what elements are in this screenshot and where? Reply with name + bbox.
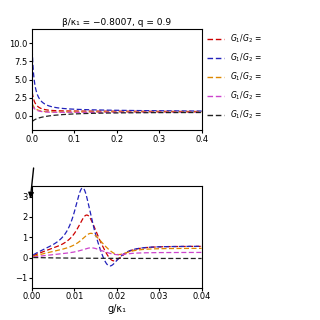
Title: β/κ₁ = −0.8007, q = 0.9: β/κ₁ = −0.8007, q = 0.9 [62, 18, 172, 27]
X-axis label: g/κ₁: g/κ₁ [107, 304, 126, 314]
Legend: $G_1/G_2$ =, $G_1/G_2$ =, $G_1/G_2$ =, $G_1/G_2$ =, $G_1/G_2$ =: $G_1/G_2$ =, $G_1/G_2$ =, $G_1/G_2$ =, $… [207, 33, 262, 121]
